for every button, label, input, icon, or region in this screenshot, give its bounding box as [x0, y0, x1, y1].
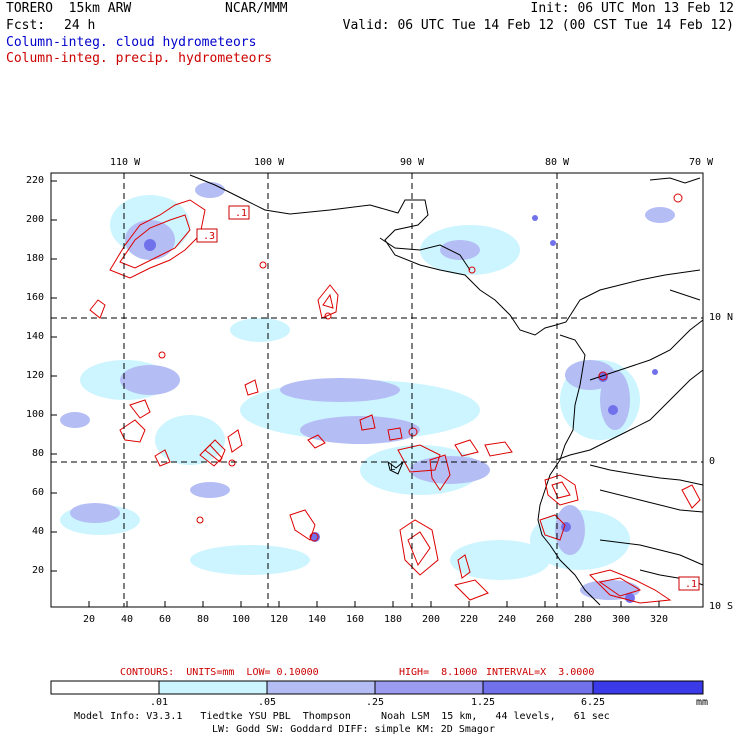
center-label: NCAR/MMM: [225, 1, 288, 16]
x-tick: 260: [536, 614, 555, 625]
box-label-2: .3: [203, 231, 215, 242]
y-tick: 140: [26, 331, 45, 342]
model-title: TORERO 15km ARW: [6, 1, 132, 16]
forecast-hour: 24 h: [64, 18, 96, 33]
y-tick: 180: [26, 253, 45, 264]
lon-label-110w: 110 W: [110, 157, 141, 168]
valid-time: Valid: 06 UTC Tue 14 Feb 12 (00 CST Tue …: [342, 18, 734, 33]
box-label-3: .1: [685, 579, 697, 590]
x-tick: 320: [650, 614, 669, 625]
model-info: Model Info: V3.3.1 Tiedtke YSU PBL Thomp…: [74, 711, 610, 722]
x-tick: 200: [422, 614, 441, 625]
x-tick: 300: [612, 614, 631, 625]
y-tick: 160: [26, 292, 45, 303]
precip-field-label: Column-integ. precip. hydrometeors: [6, 51, 273, 66]
colorbar-level: .25: [366, 697, 385, 708]
colorbar-level: 6.25: [581, 697, 606, 708]
box-label-1: .1: [235, 208, 247, 219]
x-tick: 60: [159, 614, 172, 625]
y-tick: 20: [32, 565, 45, 576]
x-tick: 220: [460, 614, 479, 625]
lon-label-70w: 70 W: [689, 157, 714, 168]
contour-interval: INTERVAL=X 3.0000: [486, 667, 595, 678]
contour-units: CONTOURS: UNITS=mm LOW= 0.10000: [120, 667, 319, 678]
coastline: [189, 174, 704, 606]
colorbar-level: 1.25: [471, 697, 496, 708]
lat-label-10n: 10 N: [709, 312, 734, 323]
lon-label-80w: 80 W: [545, 157, 570, 168]
x-tick: 160: [346, 614, 365, 625]
y-tick: 120: [26, 370, 45, 381]
colorbar-level: .05: [258, 697, 277, 708]
colorbar-level: .01: [150, 697, 169, 708]
low-marker: L: [390, 463, 395, 473]
y-tick: 200: [26, 214, 45, 225]
x-tick: 40: [121, 614, 134, 625]
cloud-field-label: Column-integ. cloud hydrometeors: [6, 35, 257, 50]
colorbar-unit: mm: [696, 697, 709, 708]
forecast-label: Fcst:: [6, 18, 46, 33]
x-tick: 120: [270, 614, 289, 625]
x-tick: 140: [308, 614, 327, 625]
contour-high: HIGH= 8.1000: [399, 667, 478, 678]
init-time: Init: 06 UTC Mon 13 Feb 12: [530, 1, 735, 16]
lon-label-100w: 100 W: [254, 157, 285, 168]
x-tick: 240: [498, 614, 517, 625]
axis-ticks: [51, 180, 660, 607]
y-tick: 60: [32, 487, 45, 498]
y-tick: 220: [26, 175, 45, 186]
lat-lon-grid: [51, 173, 703, 607]
x-tick: 280: [574, 614, 593, 625]
x-tick: 20: [83, 614, 96, 625]
precip-contours: [89, 193, 701, 604]
y-tick: 80: [32, 448, 45, 459]
contour-box-labels: .1 .3 .1 L: [196, 205, 700, 591]
y-tick: 40: [32, 526, 45, 537]
x-tick: 100: [232, 614, 251, 625]
lat-label-10s: 10 S: [709, 601, 734, 612]
y-tick: 100: [26, 409, 45, 420]
x-tick: 80: [197, 614, 210, 625]
lon-label-90w: 90 W: [400, 157, 425, 168]
model-physics: LW: Godd SW: Goddard DIFF: simple KM: 2D…: [212, 724, 495, 735]
x-tick: 180: [384, 614, 403, 625]
lat-label-0: 0: [709, 456, 716, 467]
